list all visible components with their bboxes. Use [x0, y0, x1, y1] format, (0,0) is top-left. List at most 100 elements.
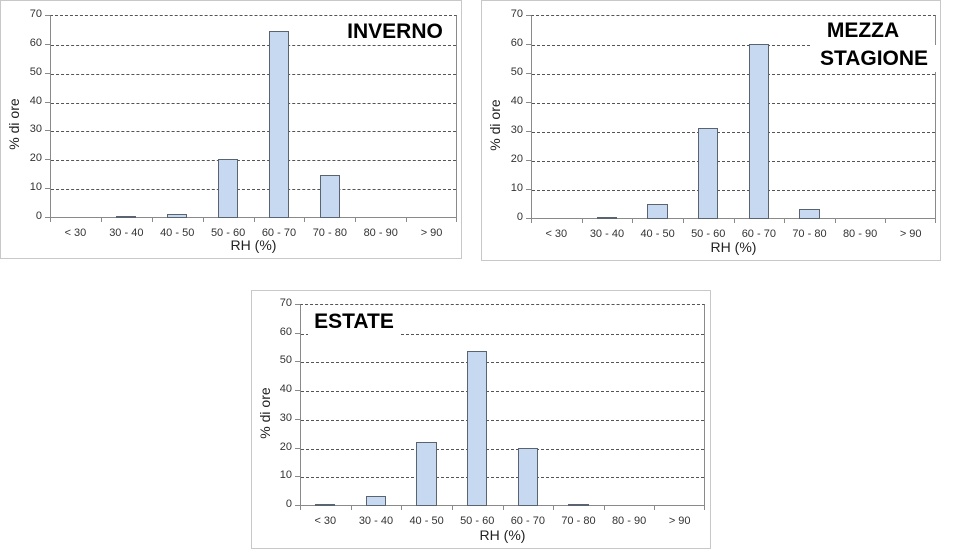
x-axis-title: RH (%) [479, 527, 526, 543]
x-tick-mark [50, 217, 51, 222]
bar-40-50 [647, 204, 668, 219]
y-tick-label: 60 [279, 325, 292, 338]
x-tick-mark [100, 217, 102, 222]
x-tick-label: 40 - 50 [160, 227, 195, 239]
gridline [301, 391, 704, 393]
chart-inverno-frame: RH (%) % di ore 0 10 20 30 40 50 60 70 < 30 30 - … [0, 0, 462, 259]
bar-30-40 [116, 216, 137, 219]
x-tick-label: < 30 [314, 515, 337, 527]
x-tick-mark [350, 505, 352, 510]
bar-50-60 [467, 350, 488, 506]
gridline [301, 362, 704, 364]
y-tick-label: 70 [279, 297, 292, 309]
x-tick-mark [456, 217, 457, 222]
x-tick-mark [304, 217, 306, 222]
x-tick-mark [253, 217, 255, 222]
x-axis-title: RH (%) [710, 239, 757, 255]
x-tick-mark [202, 217, 204, 222]
y-tick-label: 10 [510, 182, 523, 194]
y-tick-mark [45, 15, 50, 16]
gridline [301, 333, 704, 335]
y-tick-mark [45, 72, 50, 74]
x-tick-label: 80 - 90 [363, 227, 398, 239]
y-tick-label: 0 [285, 498, 292, 510]
x-tick-mark [654, 505, 656, 510]
y-tick-label: 30 [510, 124, 523, 136]
x-tick-label: 50 - 60 [210, 227, 246, 239]
x-tick-mark [704, 505, 705, 510]
y-tick-mark [295, 418, 300, 420]
y-tick-label: 40 [510, 95, 523, 107]
bar-30-40 [365, 495, 387, 506]
y-tick-mark [526, 131, 531, 132]
x-tick-label: > 90 [420, 227, 443, 239]
x-tick-mark [834, 218, 836, 223]
y-tick-mark [526, 73, 531, 74]
y-tick-mark [45, 159, 50, 161]
x-tick-mark [151, 217, 153, 222]
y-tick-label: 0 [516, 211, 523, 223]
bar-70-80 [319, 175, 340, 218]
bar-30-40 [596, 217, 618, 220]
y-tick-mark [295, 447, 300, 449]
y-tick-mark [295, 304, 300, 305]
y-tick-mark [526, 218, 531, 219]
gridline [51, 131, 456, 133]
y-tick-label: 20 [29, 152, 42, 165]
y-tick-mark [295, 476, 300, 478]
x-tick-label: 80 - 90 [611, 515, 647, 527]
x-tick-label: < 30 [64, 227, 87, 239]
gridline [51, 189, 456, 191]
gridline [51, 160, 456, 162]
y-tick-mark [45, 43, 50, 45]
bar-60-70 [268, 31, 290, 218]
x-tick-label: 30 - 40 [109, 227, 144, 239]
y-tick-mark [526, 15, 531, 16]
x-tick-mark [682, 218, 684, 223]
y-tick-label: 60 [29, 36, 42, 49]
y-tick-label: 30 [29, 123, 42, 136]
gridline [532, 161, 935, 162]
gridline [532, 103, 935, 104]
chart-title: ESTATE [308, 308, 400, 335]
plot-area [50, 15, 457, 218]
x-tick-mark [885, 218, 887, 223]
y-tick-label: 40 [29, 94, 42, 107]
y-tick-mark [295, 505, 300, 506]
gridline [301, 419, 704, 421]
gridline [301, 477, 704, 479]
x-tick-label: > 90 [668, 515, 691, 527]
x-tick-label: 60 - 70 [510, 515, 545, 527]
bar-50-60 [698, 127, 719, 219]
gridline [51, 102, 456, 104]
x-tick-mark [632, 218, 634, 223]
bar-30 [315, 504, 336, 507]
gridline [301, 448, 704, 450]
x-tick-label: 30 - 40 [358, 515, 394, 527]
y-tick-label: 50 [279, 354, 292, 367]
y-tick-mark [295, 361, 300, 363]
x-tick-label: > 90 [899, 228, 922, 240]
x-tick-mark [451, 505, 453, 510]
x-tick-mark [355, 217, 357, 222]
chart-title-line1: MEZZA [815, 17, 911, 44]
x-tick-label: 80 - 90 [842, 228, 878, 240]
y-tick-mark [526, 160, 531, 161]
y-tick-label: 40 [279, 383, 292, 396]
y-tick-label: 0 [35, 210, 42, 222]
y-tick-mark [45, 101, 50, 103]
x-tick-mark [581, 218, 583, 223]
y-tick-label: 10 [29, 181, 42, 194]
x-tick-mark [784, 218, 786, 223]
y-tick-mark [295, 390, 300, 392]
y-tick-mark [45, 188, 50, 190]
x-tick-mark [553, 505, 555, 510]
x-tick-label: 40 - 50 [409, 515, 444, 527]
x-tick-label: 30 - 40 [589, 228, 625, 240]
y-tick-label: 50 [510, 66, 523, 78]
bar-70-80 [568, 504, 589, 507]
x-tick-mark [733, 218, 735, 223]
gridline [532, 74, 935, 75]
chart-title: INVERNO [336, 18, 454, 45]
x-tick-label: 70 - 80 [792, 228, 827, 240]
